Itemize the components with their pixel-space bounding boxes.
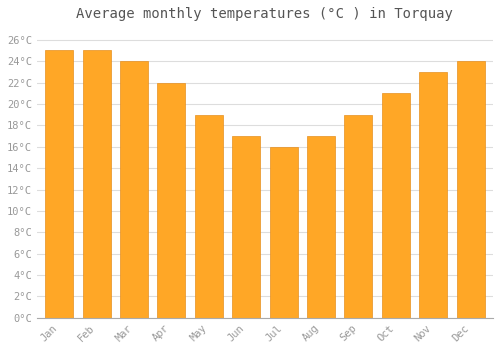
Bar <box>158 83 186 318</box>
Bar <box>45 50 74 318</box>
Bar <box>195 115 223 318</box>
Bar <box>270 147 297 318</box>
Bar <box>382 93 410 318</box>
Title: Average monthly temperatures (°C ) in Torquay: Average monthly temperatures (°C ) in To… <box>76 7 454 21</box>
Bar <box>456 61 484 318</box>
Bar <box>307 136 335 318</box>
Bar <box>82 50 110 318</box>
Bar <box>232 136 260 318</box>
Bar <box>344 115 372 318</box>
Bar <box>419 72 447 318</box>
Bar <box>120 61 148 318</box>
